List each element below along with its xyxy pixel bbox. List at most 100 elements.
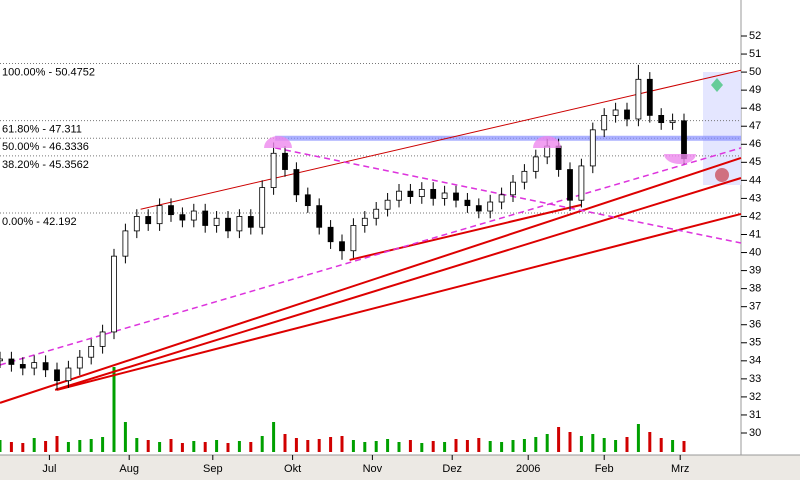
volume-bar bbox=[340, 436, 344, 452]
candle-body bbox=[156, 205, 163, 225]
y-tick-label: 31 bbox=[749, 409, 761, 421]
volume-bar bbox=[44, 441, 48, 452]
trend-line bbox=[54, 177, 742, 391]
volume-bar bbox=[386, 439, 390, 452]
pivot-marker bbox=[664, 154, 696, 164]
fib-label: 61.80% - 47.311 bbox=[2, 124, 82, 136]
stop-marker bbox=[715, 168, 729, 182]
candle-body bbox=[487, 201, 494, 212]
candle-body bbox=[168, 205, 174, 216]
candle-body bbox=[430, 188, 437, 199]
volume-bar bbox=[397, 442, 401, 452]
y-tick-label: 41 bbox=[749, 228, 761, 240]
volume-bar bbox=[249, 442, 253, 452]
candle-body bbox=[532, 156, 539, 172]
y-tick-label: 52 bbox=[749, 30, 761, 42]
volume-bar bbox=[648, 432, 652, 452]
x-tick-label: Nov bbox=[363, 463, 383, 475]
projection-box bbox=[703, 72, 741, 185]
y-tick-label: 38 bbox=[749, 283, 761, 295]
volume-bar bbox=[78, 440, 82, 452]
volume-bar bbox=[317, 439, 321, 452]
volume-bar bbox=[260, 436, 264, 452]
volume-bar bbox=[21, 443, 25, 452]
volume-bar bbox=[0, 440, 2, 452]
candle-body bbox=[122, 230, 129, 257]
candle-body bbox=[521, 170, 528, 183]
candle-body bbox=[635, 78, 642, 120]
y-tick-label: 30 bbox=[749, 427, 761, 439]
candle-body bbox=[453, 192, 459, 201]
volume-bar bbox=[66, 442, 70, 452]
x-tick-label: Jul bbox=[42, 463, 56, 475]
y-tick-label: 47 bbox=[749, 120, 761, 132]
volume-bar bbox=[374, 441, 378, 452]
candle-body bbox=[441, 192, 448, 199]
target-marker bbox=[711, 78, 723, 92]
y-tick-label: 39 bbox=[749, 264, 761, 276]
candle-body bbox=[681, 120, 687, 160]
volume-bar bbox=[465, 440, 469, 452]
fib-label: 100.00% - 50.4752 bbox=[2, 66, 95, 78]
volume-bar bbox=[534, 437, 538, 452]
candle-body bbox=[213, 217, 220, 226]
candle-body bbox=[54, 369, 60, 382]
volume-bar bbox=[215, 440, 219, 452]
volume-bar bbox=[477, 438, 481, 452]
volume-bar bbox=[294, 438, 298, 452]
volume-bar bbox=[226, 443, 230, 452]
trend-line bbox=[0, 147, 742, 366]
candle-body bbox=[589, 129, 596, 167]
volume-bar bbox=[671, 440, 675, 452]
volume-bar bbox=[89, 439, 93, 452]
volume-bar bbox=[614, 440, 618, 452]
candle-body bbox=[111, 255, 117, 333]
volume-bar bbox=[636, 424, 640, 452]
trend-line bbox=[56, 212, 742, 391]
candle-body bbox=[578, 165, 585, 201]
candle-body bbox=[373, 208, 380, 219]
volume-bar bbox=[351, 440, 355, 452]
volume-bar bbox=[192, 441, 196, 452]
volume-bar bbox=[420, 443, 424, 452]
x-tick-label: Feb bbox=[595, 463, 614, 475]
volume-bar bbox=[329, 437, 333, 452]
candle-body bbox=[384, 199, 391, 210]
candle-body bbox=[270, 152, 277, 188]
y-tick-label: 33 bbox=[749, 373, 761, 385]
volume-bar bbox=[408, 440, 412, 452]
x-tick-label: Okt bbox=[284, 463, 301, 475]
volume-bar bbox=[602, 438, 606, 452]
candle-body bbox=[339, 241, 345, 252]
volume-bar bbox=[579, 436, 583, 452]
candle-body bbox=[19, 364, 26, 369]
volume-bar bbox=[180, 443, 184, 452]
x-axis-band bbox=[0, 455, 800, 480]
candle-body bbox=[316, 205, 323, 228]
volume-bar bbox=[625, 437, 629, 452]
volume-bar bbox=[203, 442, 207, 452]
volume-bar bbox=[500, 442, 504, 452]
candle-body bbox=[555, 145, 562, 170]
candle-body bbox=[179, 214, 186, 221]
candle-body bbox=[42, 362, 49, 371]
volume-bar bbox=[682, 441, 686, 452]
candle-body bbox=[282, 152, 288, 170]
candle-body bbox=[76, 356, 83, 369]
volume-bar bbox=[237, 441, 241, 452]
candle-body bbox=[259, 187, 266, 228]
volume-bar bbox=[272, 422, 276, 452]
candle-body bbox=[8, 358, 15, 365]
candle-body bbox=[361, 217, 368, 226]
candle-body bbox=[236, 216, 243, 232]
candle-body bbox=[567, 169, 573, 201]
y-tick-label: 32 bbox=[749, 391, 761, 403]
candle-body bbox=[304, 194, 311, 207]
candle-body bbox=[418, 188, 425, 198]
candle-body bbox=[202, 210, 209, 226]
candle-body bbox=[498, 194, 505, 203]
candle-body bbox=[612, 109, 619, 116]
y-tick-label: 50 bbox=[749, 66, 761, 78]
candle-body bbox=[293, 169, 300, 196]
